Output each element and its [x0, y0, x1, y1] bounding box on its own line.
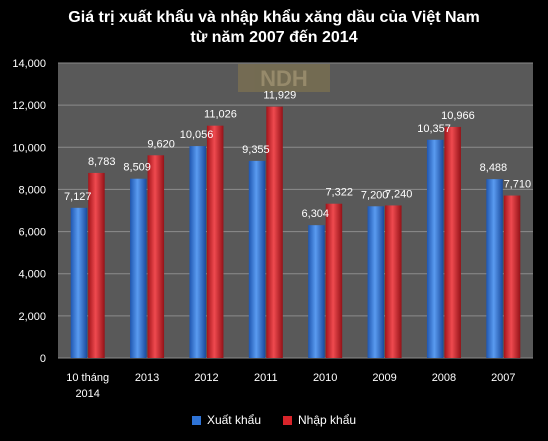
y-tick-label: 4,000 [18, 269, 46, 281]
legend-item-nhap-khau: Nhập khẩu [283, 413, 356, 427]
x-tick-label: 2009 [372, 372, 396, 384]
data-label-xuat-khau: 9,355 [242, 144, 270, 156]
y-axis: 0 2,000 4,000 6,000 8,000 10,000 12,000 14,000 [12, 58, 46, 365]
y-tick-label: 14,000 [12, 58, 46, 70]
data-label-xuat-khau: 7,127 [64, 191, 92, 203]
y-tick-label: 8,000 [18, 184, 46, 196]
chart-title: Giá trị xuất khẩu và nhập khẩu xăng dầu … [68, 9, 480, 26]
data-label-nhap-khau: 10,966 [441, 110, 475, 122]
bar-xuat-khau [189, 146, 206, 358]
data-label-xuat-khau: 7,200 [361, 189, 389, 201]
y-tick-label: 12,000 [12, 100, 46, 112]
ndh-watermark-logo: NDH [238, 64, 330, 92]
bar-xuat-khau [308, 225, 325, 358]
data-label-nhap-khau: 9,620 [147, 138, 175, 150]
data-label-nhap-khau: 7,240 [385, 188, 413, 200]
legend-swatch-nhap-khau [283, 415, 292, 425]
legend: Xuất khẩu Nhập khẩu [0, 413, 548, 427]
x-tick-label: 10 tháng [66, 372, 109, 384]
legend-swatch-xuat-khau [191, 415, 201, 425]
bar-nhap-khau [444, 126, 461, 358]
bar-xuat-khau [130, 178, 147, 358]
x-tick-label: 2014 [75, 388, 99, 400]
data-label-xuat-khau: 8,509 [123, 162, 151, 174]
x-tick-label: 2012 [194, 372, 218, 384]
bar-nhap-khau [147, 155, 165, 358]
data-label-xuat-khau: 6,304 [302, 208, 330, 220]
bar-nhap-khau [503, 195, 521, 358]
data-label-xuat-khau: 10,357 [417, 123, 451, 135]
bar-nhap-khau [325, 203, 343, 358]
bar-nhap-khau [88, 172, 105, 358]
x-tick-label: 2008 [432, 372, 456, 384]
bar-xuat-khau [367, 206, 385, 358]
legend-label-nhap-khau: Nhập khẩu [298, 413, 357, 427]
x-tick-label: 2010 [313, 372, 337, 384]
svg-text:NDH: NDH [260, 66, 308, 91]
bar-xuat-khau [70, 207, 88, 358]
x-tick-label: 2013 [135, 372, 159, 384]
legend-item-xuat-khau: Xuất khẩu [191, 413, 261, 427]
data-label-nhap-khau: 7,710 [504, 179, 532, 191]
y-tick-label: 6,000 [18, 227, 46, 239]
chart-subtitle: từ năm 2007 đến 2014 [190, 29, 358, 46]
bars [70, 106, 521, 358]
bar-xuat-khau [248, 160, 266, 358]
data-label-nhap-khau: 11,026 [204, 109, 237, 121]
bar-xuat-khau [426, 139, 444, 358]
bar-nhap-khau [385, 205, 402, 358]
data-label-xuat-khau: 10,056 [180, 129, 214, 141]
y-tick-label: 10,000 [12, 142, 46, 154]
data-label-xuat-khau: 8,488 [480, 162, 508, 174]
y-tick-label: 0 [40, 353, 46, 365]
bar-nhap-khau [266, 106, 283, 358]
data-labels: 7,127 8,783 8,509 9,620 10,056 11,026 9,355 11,… [64, 90, 531, 221]
plot-area [58, 63, 533, 358]
x-tick-label: 2011 [254, 372, 278, 384]
legend-label-xuat-khau: Xuất khẩu [206, 413, 261, 427]
bar-nhap-khau [206, 125, 224, 358]
data-label-nhap-khau: 8,783 [88, 156, 116, 168]
data-label-nhap-khau: 7,322 [325, 187, 353, 199]
x-tick-label: 2007 [491, 372, 515, 384]
data-label-nhap-khau: 11,929 [263, 90, 296, 102]
bar-xuat-khau [486, 179, 503, 358]
x-axis: 10 tháng 2014 2013 2012 2011 2010 2009 2008 2007 [66, 372, 515, 400]
y-tick-label: 2,000 [18, 311, 46, 323]
